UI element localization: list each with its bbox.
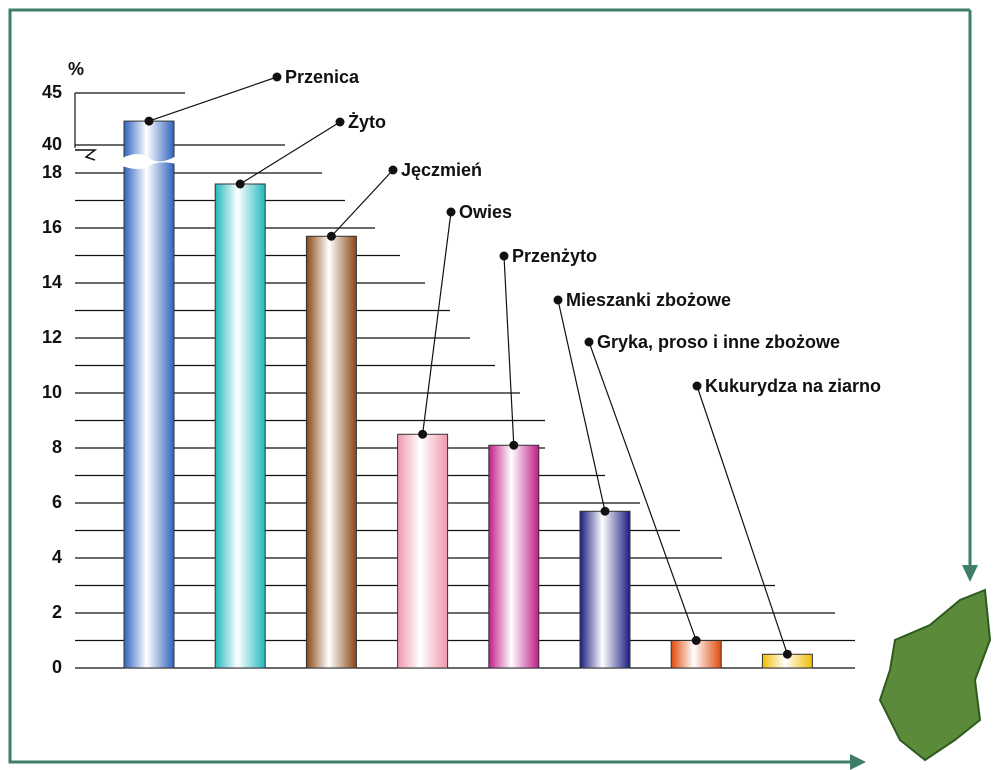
- leader-dot: [782, 649, 792, 659]
- bar-break: [122, 154, 176, 169]
- leader-dot: [600, 506, 610, 516]
- leader-dot: [692, 381, 702, 391]
- y-tick-label: 12: [42, 327, 62, 347]
- leader-dot: [553, 295, 563, 305]
- y-tick-label: 8: [52, 437, 62, 457]
- leader-line: [239, 121, 341, 185]
- leader-line: [422, 211, 452, 435]
- leader-dot: [326, 231, 336, 241]
- leader-line: [503, 255, 515, 446]
- frame: [8, 8, 972, 764]
- bar: [670, 640, 722, 669]
- category-label: Jęczmień: [401, 160, 482, 180]
- leader-line: [330, 169, 394, 237]
- bar: [214, 183, 266, 669]
- leader-dot: [388, 165, 398, 175]
- leader-dot: [499, 251, 509, 261]
- category-label: Mieszanki zbożowe: [566, 290, 731, 310]
- y-tick-label: 40: [42, 134, 62, 154]
- axis-break: [75, 149, 98, 161]
- leader-line: [148, 76, 278, 122]
- leader-line: [588, 341, 697, 641]
- y-tick-label: 6: [52, 492, 62, 512]
- bar: [305, 235, 357, 669]
- leader-dot: [584, 337, 594, 347]
- y-tick-label: 10: [42, 382, 62, 402]
- category-label: Przenżyto: [512, 246, 597, 266]
- leader-dot: [446, 207, 456, 217]
- y-tick-label: 45: [42, 82, 62, 102]
- leader-dot: [235, 179, 245, 189]
- leader-line: [557, 299, 606, 512]
- y-axis-label: %: [68, 59, 84, 79]
- category-label: Przenica: [285, 67, 360, 87]
- map-icon: [878, 588, 992, 762]
- y-tick-label: 4: [52, 547, 62, 567]
- bar: [123, 120, 175, 669]
- leader-dot: [418, 429, 428, 439]
- category-label: Owies: [459, 202, 512, 222]
- category-label: Żyto: [348, 112, 386, 132]
- bar: [488, 444, 540, 669]
- y-tick-label: 18: [42, 162, 62, 182]
- y-tick-label: 2: [52, 602, 62, 622]
- bar: [579, 510, 631, 669]
- leader-dot: [144, 116, 154, 126]
- category-label: Kukurydza na ziarno: [705, 376, 881, 396]
- leader-dot: [272, 72, 282, 82]
- arrow: [962, 565, 978, 582]
- leader-line: [696, 385, 788, 655]
- y-tick-label: 16: [42, 217, 62, 237]
- y-tick-label: 14: [42, 272, 62, 292]
- bar: [397, 433, 449, 669]
- arrow: [850, 754, 866, 770]
- leader-dot: [691, 636, 701, 645]
- leader-dot: [509, 440, 519, 450]
- leader-dot: [335, 117, 345, 127]
- y-tick-label: 0: [52, 657, 62, 677]
- category-label: Gryka, proso i inne zbożowe: [597, 332, 840, 352]
